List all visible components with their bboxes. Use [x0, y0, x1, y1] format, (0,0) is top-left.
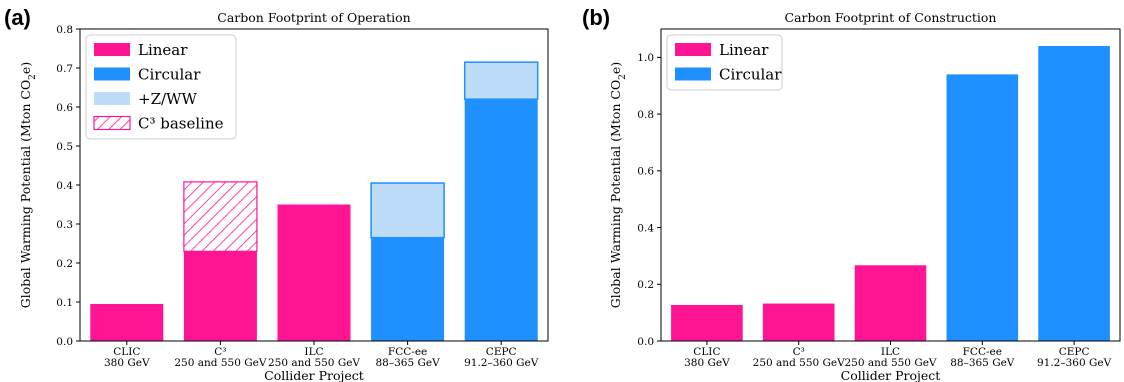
y-tick-label: 0.0	[637, 336, 654, 348]
y-axis-label-subscript: 2	[618, 74, 628, 80]
y-tick-label: 0.8	[637, 109, 654, 121]
x-tick-sublabel: 380 GeV	[684, 357, 730, 369]
legend-swatch-c-baseline	[93, 115, 131, 131]
y-tick-label: 0.6	[56, 102, 73, 114]
x-tick-sublabel: 91.2–360 GeV	[1037, 357, 1112, 369]
y-axis-label-tail: e)	[608, 62, 623, 74]
chart-panel-a: (a) Carbon Footprint of Operation 0.0 0.1 0.…	[4, 5, 549, 382]
y-axis-label: Global Warming Potential (Mton CO2e)	[18, 62, 38, 308]
y-tick-label: 1.0	[637, 52, 654, 64]
x-tick-sublabel: 91.2–360 GeV	[464, 357, 539, 369]
chart-title: Carbon Footprint of Operation	[217, 10, 410, 25]
bar-linear-1	[762, 303, 835, 341]
x-tick-label: C³	[793, 346, 805, 358]
bar-linear-2	[277, 204, 351, 341]
y-axis-label-main: Global Warming Potential (Mton CO	[18, 80, 33, 308]
legend-swatch-linear	[94, 43, 130, 56]
y-tick-label: 0.7	[56, 63, 73, 75]
bar--z-ww-4	[463, 61, 539, 100]
y-axis-label: Global Warming Potential (Mton CO2e)	[608, 62, 628, 308]
y-tick-label: 0.4	[56, 180, 73, 192]
x-tick-label: C³	[214, 346, 226, 358]
legend: Linear Circular	[666, 34, 783, 91]
y-tick-label: 0.8	[56, 24, 73, 36]
legend-box	[85, 34, 237, 140]
bar-circular-4	[1038, 46, 1110, 341]
legend-swatch-circular	[94, 67, 130, 81]
y-axis-label-tail: e)	[18, 62, 33, 74]
y-tick-label: 0.2	[637, 279, 654, 291]
x-tick-sublabel: 88–365 GeV	[950, 357, 1015, 369]
x-tick-label: CEPC	[486, 346, 517, 358]
bar--z-ww-3	[370, 182, 445, 239]
x-tick-label: ILC	[304, 346, 323, 358]
x-tick-sublabel: 380 GeV	[104, 357, 150, 369]
x-tick-label: FCC-ee	[388, 346, 427, 358]
x-tick-label: ILC	[881, 346, 900, 358]
chart-title: Carbon Footprint of Construction	[785, 10, 997, 25]
legend-swatch--z-ww	[94, 92, 130, 105]
y-tick-label: 0.4	[637, 222, 654, 234]
legend-label: Linear	[138, 41, 188, 59]
panel-letter: (b)	[582, 5, 610, 30]
bar-linear-0	[90, 303, 164, 341]
panel-letter: (a)	[4, 5, 31, 30]
bar-linear-0	[671, 304, 743, 341]
y-tick-label: 0.0	[56, 336, 73, 348]
x-tick-label: CLIC	[113, 346, 140, 358]
x-tick-sublabel: 250 and 550 GeV	[844, 357, 936, 369]
x-tick-sublabel: 250 and 550 GeV	[174, 357, 266, 369]
legend-label: C³ baseline	[138, 115, 224, 133]
x-tick-sublabel: 88–365 GeV	[376, 357, 441, 369]
legend-label: Circular	[719, 66, 782, 84]
legend-label: Linear	[719, 41, 769, 59]
y-tick-label: 0.6	[637, 166, 654, 178]
bar-c-baseline-1	[183, 181, 258, 252]
y-tick-label: 0.1	[56, 297, 73, 309]
y-tick-label: 0.3	[56, 219, 73, 231]
bar-circular-4	[464, 99, 538, 341]
chart-panel-b: (b) Carbon Footprint of Construction 0.0 0.…	[582, 5, 1121, 382]
x-tick-label: FCC-ee	[963, 346, 1002, 358]
legend: Linear Circular +Z/WW C³ baseline	[85, 34, 237, 140]
x-axis-label: Collider Project	[841, 368, 941, 382]
x-tick-sublabel: 250 and 550 GeV	[753, 357, 845, 369]
bar-circular-3	[946, 74, 1019, 341]
legend-label: Circular	[138, 66, 201, 84]
legend-label: +Z/WW	[138, 90, 197, 108]
legend-swatch-circular	[675, 67, 711, 81]
legend-swatch-linear	[675, 43, 711, 56]
x-tick-sublabel: 250 and 550 GeV	[268, 357, 360, 369]
y-tick-label: 0.5	[56, 141, 73, 153]
bar-linear-1	[183, 251, 257, 341]
x-tick-label: CLIC	[693, 346, 720, 358]
bar-linear-2	[854, 265, 927, 341]
y-axis-label-main: Global Warming Potential (Mton CO	[608, 80, 623, 308]
bar-circular-3	[371, 237, 445, 341]
y-axis-label-subscript: 2	[28, 74, 38, 80]
x-axis-label: Collider Project	[264, 368, 364, 382]
y-tick-label: 0.2	[56, 258, 73, 270]
x-tick-label: CEPC	[1059, 346, 1090, 358]
